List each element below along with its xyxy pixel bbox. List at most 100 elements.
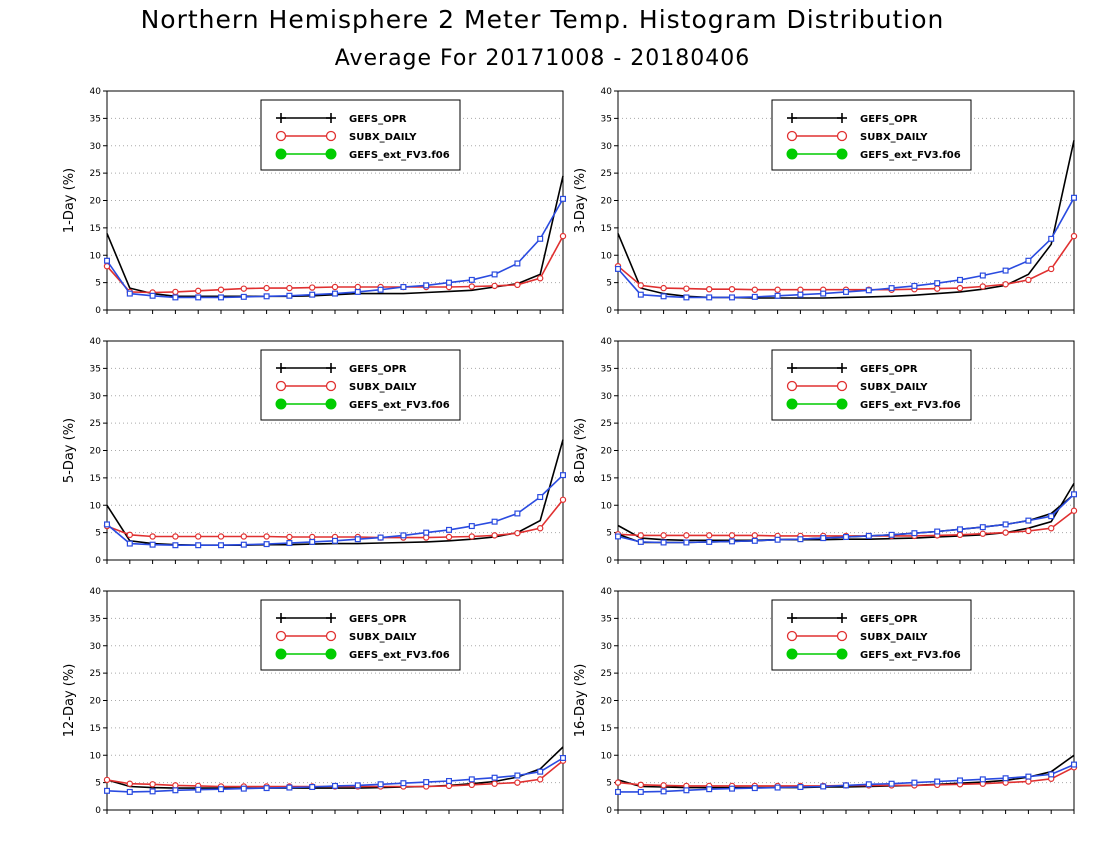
- data-point: [332, 290, 339, 297]
- legend-label: GEFS_OPR: [860, 614, 918, 625]
- data-point: [286, 540, 293, 547]
- legend-box: [771, 349, 972, 421]
- data-point: [911, 530, 918, 537]
- data-point: [1025, 276, 1032, 284]
- legend-marker: [786, 148, 798, 160]
- legend-marker: [275, 380, 287, 392]
- data-point: [774, 292, 781, 299]
- data-point: [126, 788, 133, 795]
- data-point: [934, 778, 941, 785]
- data-point: [797, 784, 804, 791]
- y-tick-label: 20: [90, 197, 102, 207]
- data-point: [218, 294, 225, 301]
- data-point: [468, 283, 475, 290]
- data-point: [660, 788, 667, 795]
- y-tick-label: 15: [90, 224, 101, 234]
- data-point: [1002, 281, 1009, 288]
- y-tick-label: 40: [90, 337, 102, 347]
- data-point: [400, 532, 407, 539]
- data-point: [934, 285, 941, 292]
- legend-label: SUBX_DAILY: [349, 382, 417, 393]
- data-point: [172, 782, 179, 789]
- legend-marker: [325, 398, 337, 410]
- data-point: [1047, 525, 1055, 532]
- data-point: [660, 782, 667, 789]
- y-tick-label: 35: [601, 114, 612, 124]
- data-point: [820, 783, 827, 790]
- data-point: [240, 541, 247, 548]
- legend-label: GEFS_ext_FV3.f06: [860, 150, 961, 161]
- data-point: [706, 294, 713, 301]
- y-tick-label: 5: [95, 279, 101, 289]
- data-point: [706, 786, 713, 793]
- data-point: [751, 293, 758, 300]
- data-point: [194, 287, 202, 295]
- series-1: [106, 175, 564, 298]
- y-tick-label: 0: [606, 306, 612, 316]
- data-point: [491, 780, 498, 787]
- y-tick-label: 20: [90, 697, 102, 707]
- y-tick-label: 30: [90, 142, 102, 152]
- data-point: [537, 776, 544, 783]
- data-point: [1048, 771, 1055, 778]
- data-point: [332, 537, 339, 544]
- data-point: [614, 265, 621, 272]
- data-point: [660, 284, 667, 292]
- data-point: [820, 535, 827, 542]
- data-point: [1002, 529, 1009, 536]
- legend-box: [260, 599, 461, 671]
- data-point: [468, 276, 475, 283]
- data-point: [423, 529, 430, 536]
- data-point: [126, 540, 133, 547]
- data-point: [309, 284, 316, 291]
- y-tick-label: 30: [90, 392, 102, 402]
- legend-label: GEFS_OPR: [860, 114, 918, 125]
- data-point: [979, 530, 987, 537]
- data-point: [537, 275, 544, 282]
- data-point: [1070, 491, 1077, 498]
- data-point: [446, 777, 453, 784]
- data-point: [103, 787, 110, 794]
- data-point: [423, 779, 430, 786]
- data-point: [614, 533, 621, 540]
- data-point: [797, 291, 804, 298]
- y-tick-label: 20: [90, 447, 102, 457]
- data-point: [263, 284, 270, 292]
- y-tick-label: 10: [601, 751, 613, 761]
- series-3: [614, 761, 1077, 795]
- data-point: [888, 531, 895, 538]
- y-tick-label: 5: [606, 279, 612, 289]
- data-point: [683, 787, 690, 794]
- data-point: [172, 533, 179, 540]
- series-3: [614, 194, 1077, 301]
- y-tick-label: 15: [601, 224, 612, 234]
- data-point: [491, 282, 498, 290]
- data-point: [514, 260, 521, 267]
- y-tick-label: 30: [601, 642, 613, 652]
- legend-label: GEFS_ext_FV3.f06: [349, 400, 450, 411]
- data-point: [888, 780, 895, 787]
- series-2: [103, 496, 567, 541]
- data-point: [103, 521, 110, 528]
- data-point: [286, 292, 293, 299]
- data-point: [331, 283, 339, 291]
- data-point: [774, 536, 781, 543]
- data-point: [491, 271, 498, 278]
- legend-marker: [275, 648, 287, 660]
- data-point: [559, 496, 567, 503]
- y-tick-label: 25: [601, 669, 612, 679]
- data-point: [683, 285, 690, 292]
- y-tick-label: 30: [90, 642, 102, 652]
- data-point: [1025, 527, 1032, 535]
- legend-label: SUBX_DAILY: [349, 132, 417, 143]
- y-tick-label: 40: [601, 587, 613, 597]
- data-point: [423, 534, 430, 541]
- y-tick-label: 10: [601, 501, 613, 511]
- data-point: [172, 294, 179, 301]
- data-point: [1002, 521, 1009, 528]
- data-point: [865, 781, 872, 788]
- legend: GEFS_OPR SUBX_DAILY GEFS_ext_FV3.f06: [260, 599, 461, 671]
- data-point: [514, 779, 521, 786]
- data-point: [1002, 267, 1009, 274]
- data-point: [240, 285, 247, 292]
